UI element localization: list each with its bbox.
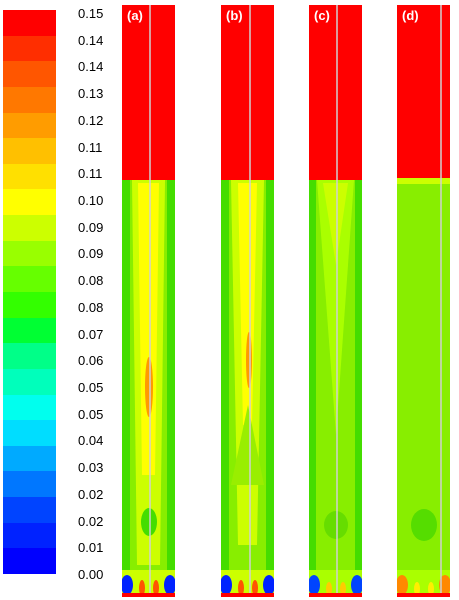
color-swatch: [3, 240, 56, 267]
color-scale-tick-label: 0.08: [78, 273, 104, 289]
color-scale-tick-label: 0.02: [78, 486, 104, 502]
contour-panel-c: (c): [309, 5, 362, 597]
color-scale-labels: 0.15 0.14 0.14 0.13 0.12 0.11 0.11 0.10 0.09 0.09…: [78, 0, 126, 600]
color-swatch: [3, 189, 56, 216]
color-scale-tick-label: 0.02: [78, 513, 104, 529]
color-swatch: [3, 292, 56, 318]
color-swatch: [3, 163, 56, 190]
color-scale-tick-label: 0.10: [78, 193, 104, 208]
panel-label-d: (d): [402, 8, 419, 23]
color-scale-tick-label: 0.03: [78, 460, 104, 476]
color-scale-tick-label: 0.01: [78, 540, 104, 556]
color-scale-tick-label: 0.14: [78, 59, 104, 75]
color-scale-tick-label: 0.08: [78, 299, 104, 315]
panel-label-a: (a): [127, 8, 143, 23]
color-swatch: [3, 368, 56, 395]
color-scale-tick-label: 0.15: [78, 6, 104, 21]
color-scale-tick-label: 0.12: [78, 112, 104, 128]
color-scale-tick-label: 0.09: [78, 246, 104, 262]
color-swatch: [3, 61, 56, 88]
color-scale-tick-label: 0.09: [78, 219, 104, 235]
color-swatch: [3, 317, 56, 344]
color-swatch: [3, 10, 56, 36]
color-swatch: [3, 266, 56, 293]
color-swatch: [3, 471, 56, 498]
contour-panel-d: (d): [397, 5, 450, 597]
color-scale-tick-label: 0.13: [78, 86, 104, 102]
color-swatch: [3, 138, 56, 165]
color-scale-tick-label: 0.05: [78, 406, 104, 422]
color-swatch: [3, 86, 56, 113]
color-scale-tick-label: 0.11: [78, 166, 103, 182]
contour-panel-b: (b): [221, 5, 274, 597]
color-swatch: [3, 522, 56, 549]
color-swatch: [3, 497, 56, 524]
color-scale-tick-label: 0.06: [78, 353, 104, 369]
color-scale-tick-label: 0.04: [78, 433, 104, 449]
color-scale-bar: [3, 10, 56, 575]
color-swatch: [3, 548, 56, 575]
color-swatch: [3, 420, 56, 447]
color-swatch: [3, 445, 56, 472]
color-swatch: [3, 343, 56, 370]
color-scale-tick-label: 0.00: [78, 567, 104, 582]
color-swatch: [3, 112, 56, 139]
color-swatch: [3, 394, 56, 421]
color-scale-tick-label: 0.05: [78, 380, 104, 395]
color-scale-tick-label: 0.11: [78, 139, 103, 155]
color-swatch: [3, 35, 56, 62]
panel-label-c: (c): [314, 8, 330, 23]
color-scale-tick-label: 0.07: [78, 326, 104, 342]
color-scale-tick-label: 0.14: [78, 32, 104, 48]
contour-panel-a: (a): [122, 5, 175, 597]
panel-label-b: (b): [226, 8, 243, 23]
color-swatch: [3, 215, 56, 242]
